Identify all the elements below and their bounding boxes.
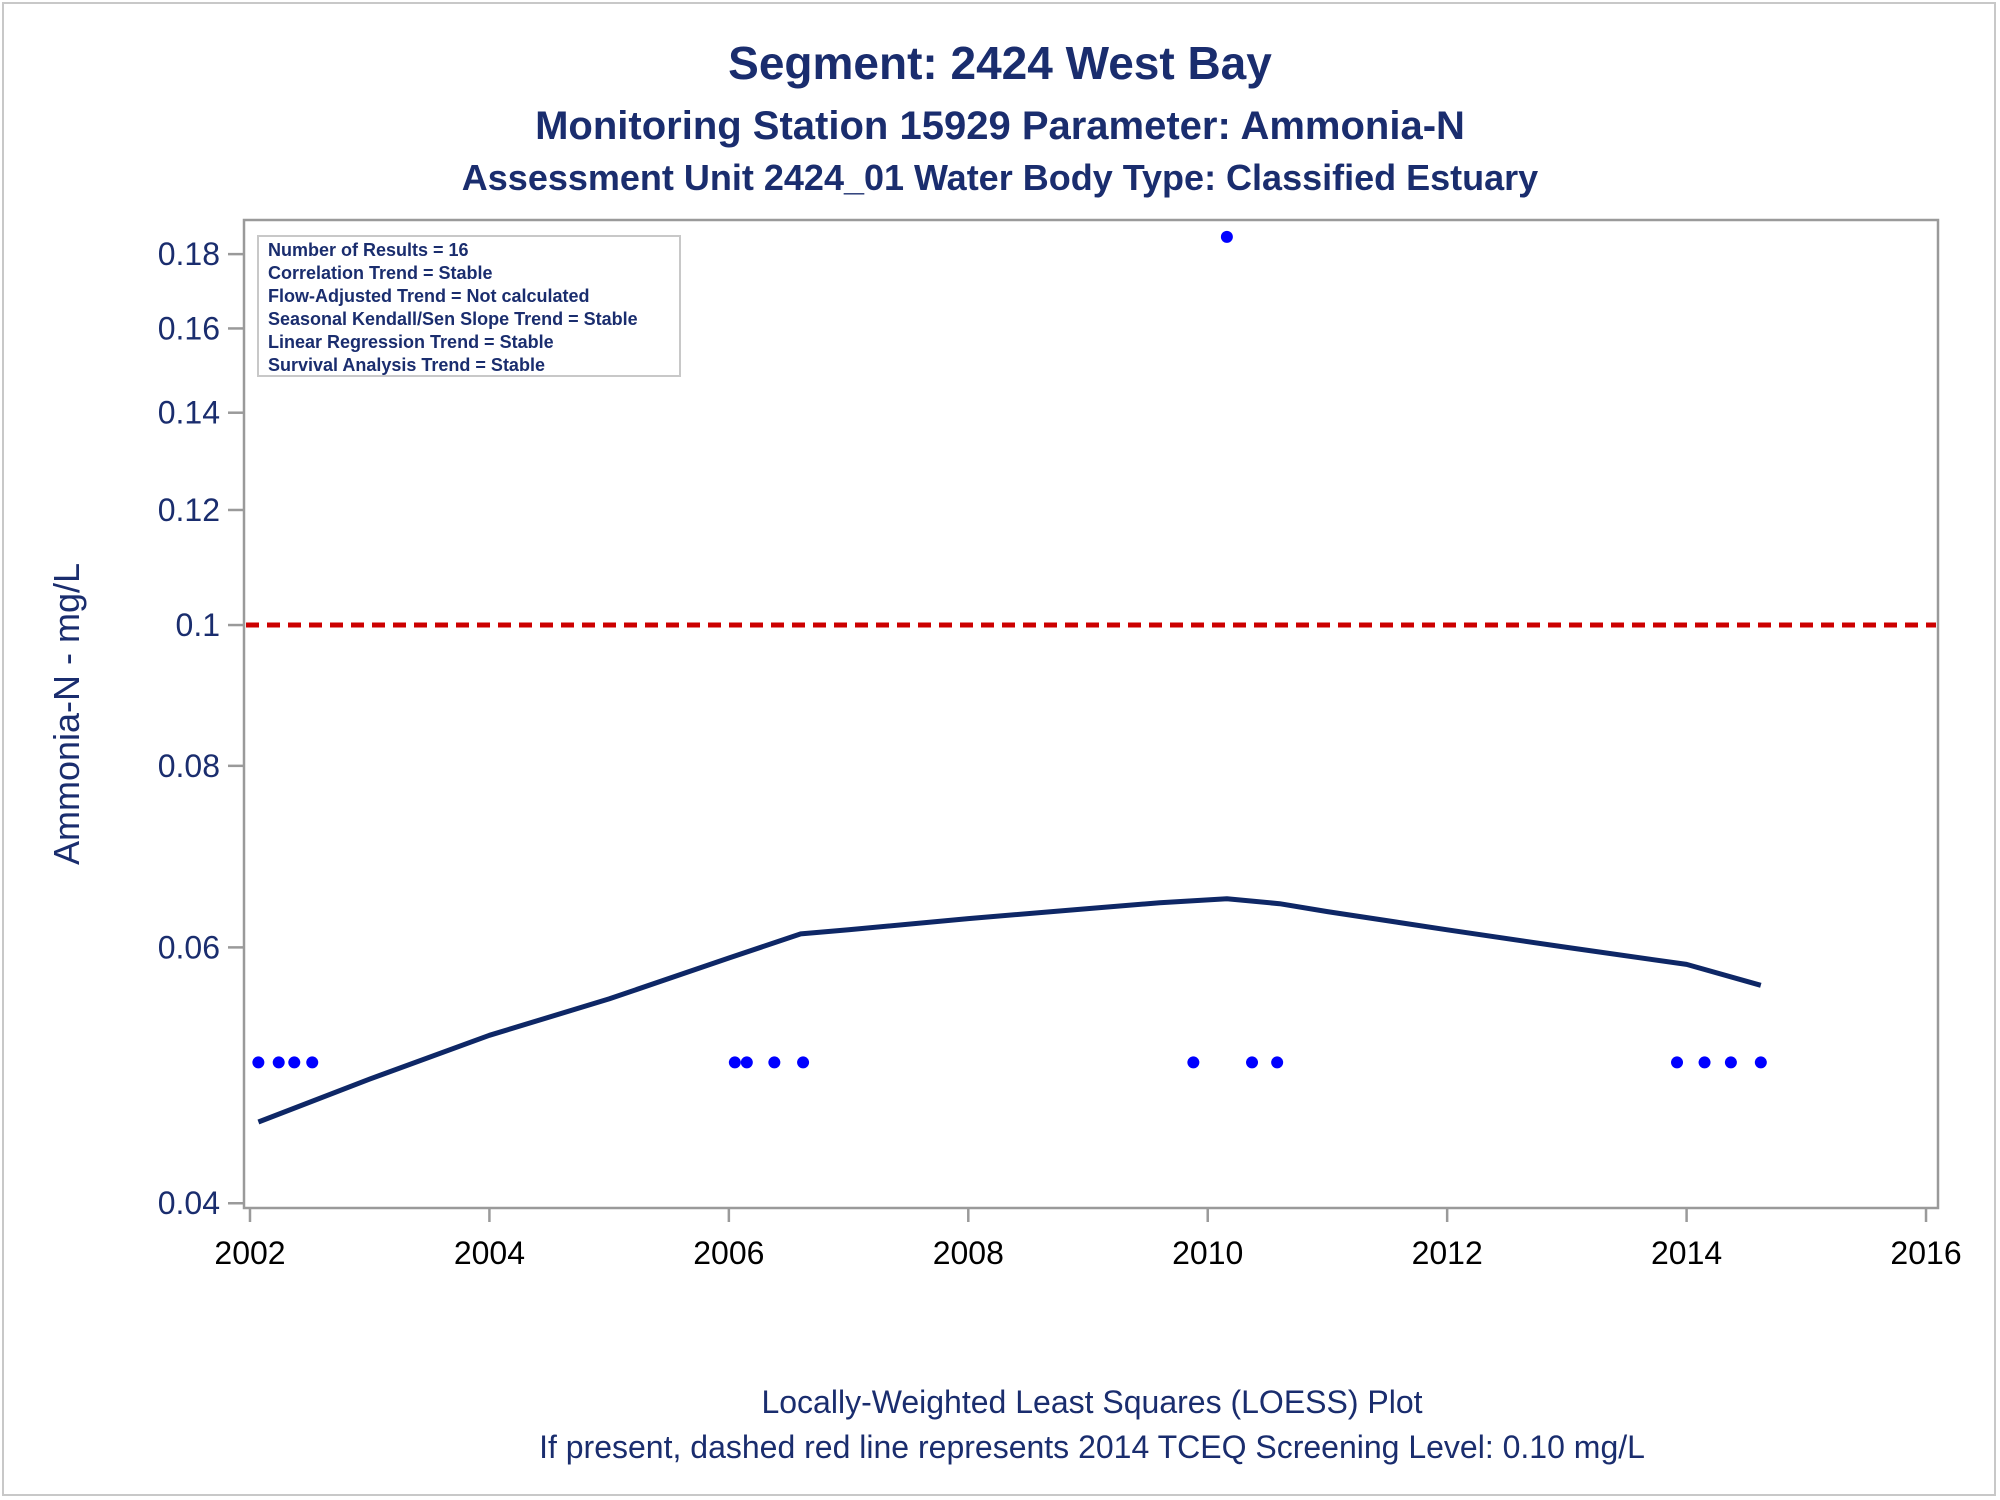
stats-line: Survival Analysis Trend = Stable — [268, 355, 545, 375]
x-tick-label: 2014 — [1651, 1235, 1722, 1271]
stats-lines: Number of Results = 16 Correlation Trend … — [268, 240, 638, 375]
data-point — [728, 1056, 741, 1069]
data-point — [797, 1056, 810, 1069]
y-tick-label: 0.08 — [158, 748, 220, 784]
x-tick-label: 2002 — [214, 1235, 285, 1271]
data-point — [768, 1056, 781, 1069]
x-tick-label: 2016 — [1890, 1235, 1961, 1271]
x-tick-label: 2012 — [1412, 1235, 1483, 1271]
stats-box — [257, 235, 681, 377]
footnote-2: If present, dashed red line represents 2… — [539, 1429, 1645, 1465]
data-point — [288, 1056, 301, 1069]
stats-line: Correlation Trend = Stable — [268, 263, 493, 283]
chart-subtitle-1: Monitoring Station 15929 Parameter: Ammo… — [535, 104, 1465, 148]
data-point — [1754, 1056, 1767, 1069]
data-point — [252, 1056, 265, 1069]
data-point — [1671, 1056, 1684, 1069]
y-tick-label: 0.06 — [158, 929, 220, 965]
y-axis-label: Ammonia-N - mg/L — [46, 563, 87, 865]
y-axis: 0.04 0.06 0.08 0.1 0.12 0.14 0.16 0.18 — [158, 236, 244, 1221]
y-tick-label: 0.16 — [158, 310, 220, 346]
plot-area — [242, 218, 1940, 1210]
data-points — [252, 230, 1767, 1069]
data-point — [1698, 1056, 1711, 1069]
x-tick-label: 2004 — [454, 1235, 525, 1271]
y-tick-label: 0.12 — [158, 492, 220, 528]
data-point — [1246, 1056, 1259, 1069]
x-tick-label: 2008 — [933, 1235, 1004, 1271]
y-tick-label: 0.18 — [158, 236, 220, 272]
footnote-1: Locally-Weighted Least Squares (LOESS) P… — [761, 1384, 1422, 1420]
x-axis: 2002 2004 2006 2008 2010 2012 2014 2016 — [214, 1208, 1962, 1271]
data-point — [1724, 1056, 1737, 1069]
y-tick-label: 0.14 — [158, 395, 220, 431]
x-tick-label: 2006 — [693, 1235, 764, 1271]
data-point — [272, 1056, 285, 1069]
data-point — [740, 1056, 753, 1069]
y-tick-label: 0.04 — [158, 1185, 220, 1221]
data-point — [1220, 230, 1233, 243]
stats-line: Number of Results = 16 — [268, 240, 469, 260]
stats-line: Flow-Adjusted Trend = Not calculated — [268, 286, 590, 306]
loess-curve — [257, 896, 1762, 1125]
data-point — [1271, 1056, 1284, 1069]
chart-title: Segment: 2424 West Bay — [728, 37, 1272, 89]
x-tick-label: 2010 — [1172, 1235, 1243, 1271]
chart-subtitle-2: Assessment Unit 2424_01 Water Body Type:… — [462, 157, 1538, 198]
stats-line: Seasonal Kendall/Sen Slope Trend = Stabl… — [268, 309, 638, 329]
data-point — [306, 1056, 319, 1069]
data-point — [1187, 1056, 1200, 1069]
y-tick-label: 0.1 — [176, 607, 220, 643]
stats-line: Linear Regression Trend = Stable — [268, 332, 554, 352]
